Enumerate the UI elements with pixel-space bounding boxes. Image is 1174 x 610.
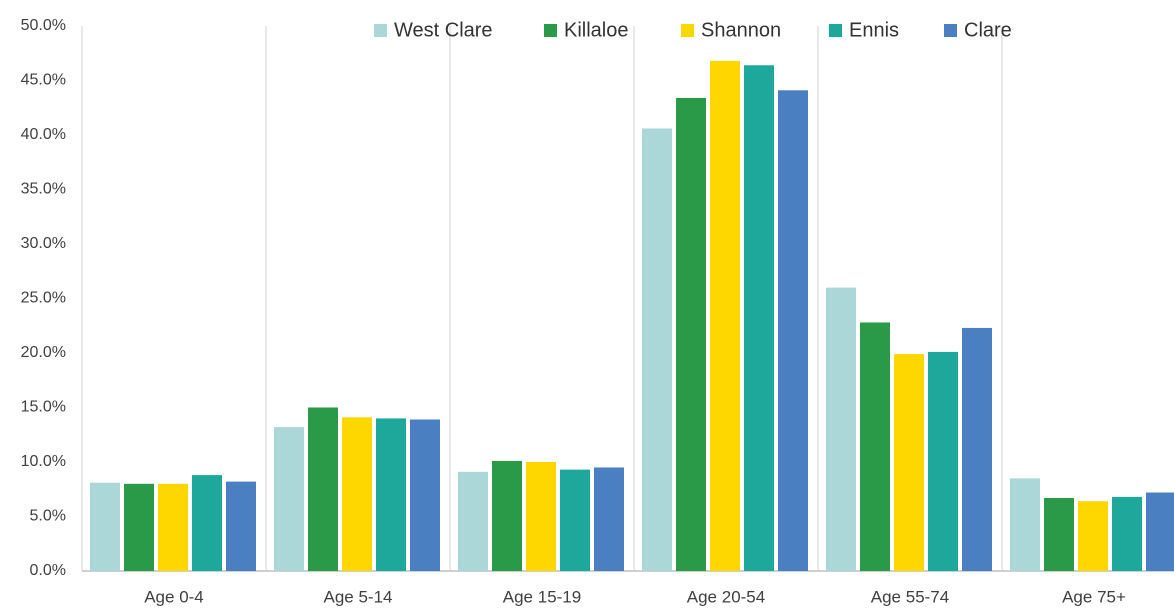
- bar: [594, 467, 624, 571]
- bar: [526, 462, 556, 571]
- bar: [274, 427, 304, 571]
- legend-label: Ennis: [849, 19, 899, 41]
- bar: [1078, 501, 1108, 571]
- legend-swatch: [944, 24, 957, 37]
- bar: [676, 97, 706, 571]
- bar: [1044, 497, 1074, 571]
- y-tick-label: 15.0%: [21, 399, 66, 416]
- bar: [1146, 492, 1174, 571]
- bar: [642, 128, 672, 571]
- y-tick-label: 45.0%: [21, 72, 66, 89]
- bar: [928, 351, 958, 571]
- legend-swatch: [829, 24, 842, 37]
- y-tick-label: 0.0%: [30, 562, 66, 579]
- legend-swatch: [544, 24, 557, 37]
- legend-label: Shannon: [701, 19, 781, 41]
- legend-label: Clare: [964, 19, 1012, 41]
- bar: [492, 460, 522, 571]
- y-tick-label: 30.0%: [21, 235, 66, 252]
- bar: [710, 60, 740, 571]
- legend-swatch: [374, 24, 387, 37]
- bar: [778, 90, 808, 571]
- legend-label: Killaloe: [564, 19, 628, 41]
- bar: [1112, 496, 1142, 571]
- bar: [560, 469, 590, 571]
- bar: [894, 354, 924, 571]
- y-tick-label: 20.0%: [21, 344, 66, 361]
- bar: [826, 287, 856, 571]
- x-tick-label: Age 15-19: [503, 587, 581, 606]
- x-tick-label: Age 0-4: [144, 587, 204, 606]
- bar: [158, 483, 188, 571]
- bar: [1010, 478, 1040, 571]
- y-tick-label: 5.0%: [30, 508, 66, 525]
- bar: [226, 481, 256, 571]
- y-tick-label: 35.0%: [21, 181, 66, 198]
- legend-swatch: [681, 24, 694, 37]
- bar: [410, 419, 440, 571]
- y-tick-label: 25.0%: [21, 290, 66, 307]
- y-tick-label: 40.0%: [21, 126, 66, 143]
- x-tick-label: Age 5-14: [324, 587, 393, 606]
- bar: [860, 322, 890, 571]
- x-tick-label: Age 55-74: [871, 587, 949, 606]
- legend-label: West Clare: [394, 19, 493, 41]
- y-tick-label: 50.0%: [21, 17, 66, 34]
- bar: [458, 471, 488, 571]
- bar: [744, 65, 774, 572]
- x-tick-label: Age 75+: [1062, 587, 1126, 606]
- bar: [342, 417, 372, 571]
- bar: [192, 475, 222, 571]
- bar: [962, 327, 992, 571]
- bar: [308, 407, 338, 571]
- bar: [90, 482, 120, 571]
- bar: [124, 483, 154, 571]
- bar: [376, 418, 406, 571]
- y-tick-label: 10.0%: [21, 453, 66, 470]
- x-tick-label: Age 20-54: [687, 587, 765, 606]
